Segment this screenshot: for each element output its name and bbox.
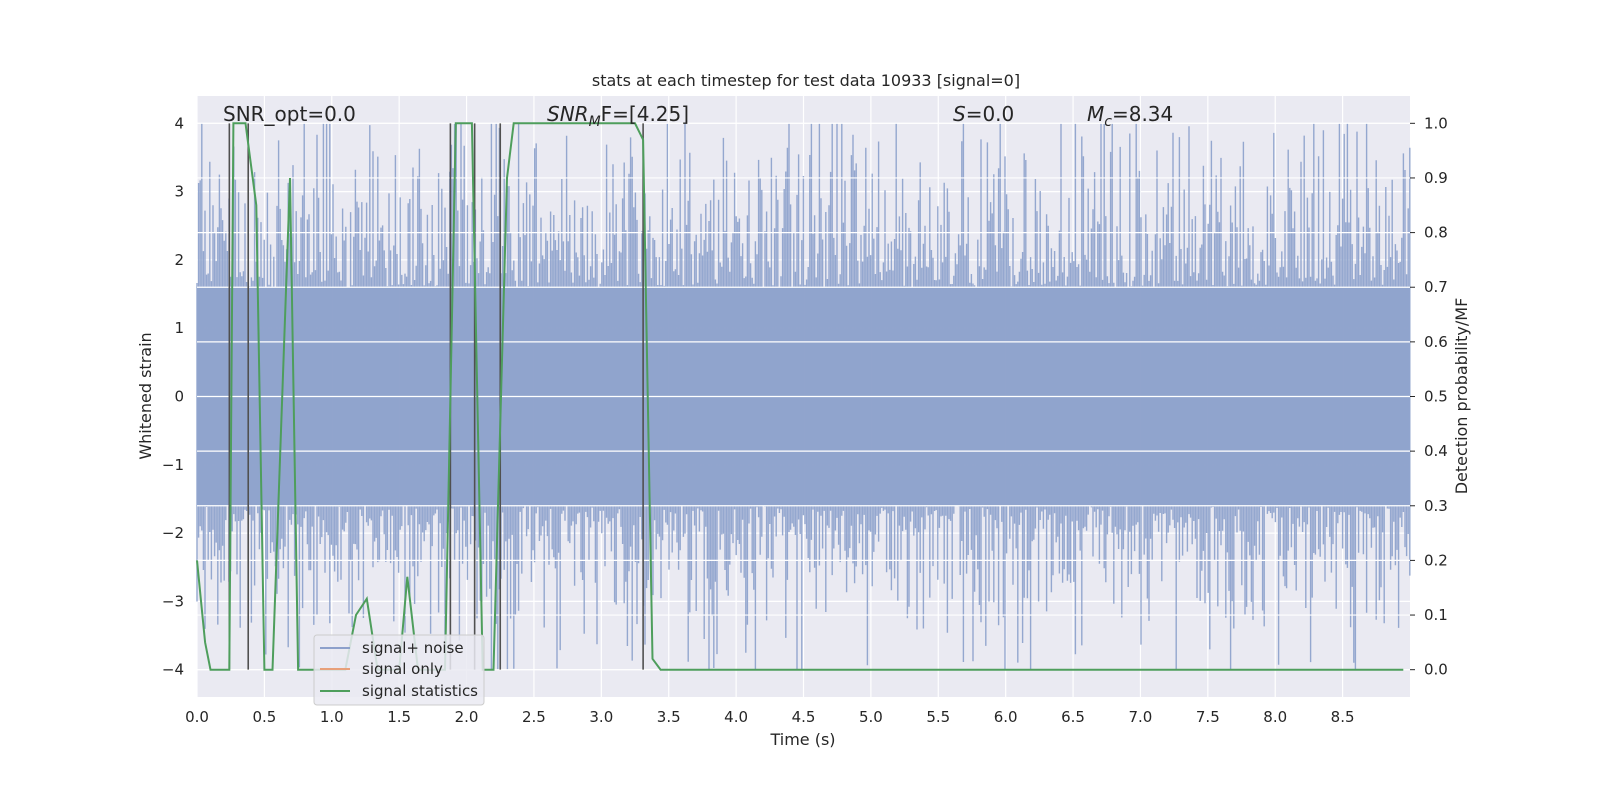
x-tick-label: 4.5 xyxy=(792,708,816,726)
x-tick-label: 3.0 xyxy=(589,708,613,726)
y-axis-title-right: Detection probability/MF xyxy=(1452,298,1471,495)
snr-mf-annotation: SNRMF=[4.25] xyxy=(547,102,689,130)
y-tick-label-left: 2 xyxy=(174,251,184,269)
x-tick-label: 5.0 xyxy=(859,708,883,726)
x-tick-label: 7.0 xyxy=(1129,708,1153,726)
y-ticks-right: 0.0 0.1 0.2 0.3 0.4 0.5 0.6 0.7 0.8 0.9 1.0 xyxy=(1410,114,1448,679)
y-tick-label-left: −1 xyxy=(162,456,184,474)
noise-spikes xyxy=(196,123,1411,670)
legend: signal+ noise signal only signal statist… xyxy=(313,634,485,706)
x-tick-label: 0.0 xyxy=(185,708,209,726)
x-tick-label: 5.5 xyxy=(926,708,950,726)
x-tick-label: 1.5 xyxy=(387,708,411,726)
y-tick-label-right: 0.2 xyxy=(1424,551,1448,569)
snr-mf-name: SNR xyxy=(547,102,589,126)
x-tick-label: 3.5 xyxy=(657,708,681,726)
legend-label-signal-statistics: signal statistics xyxy=(362,682,478,700)
x-axis-title: Time (s) xyxy=(769,730,835,749)
x-tick-label: 2.0 xyxy=(455,708,479,726)
x-tick-label: 8.5 xyxy=(1331,708,1355,726)
x-tick-label: 7.5 xyxy=(1196,708,1220,726)
y-tick-label-left: 4 xyxy=(174,114,184,132)
x-tick-label: 2.5 xyxy=(522,708,546,726)
x-tick-label: 6.0 xyxy=(994,708,1018,726)
y-tick-label-right: 0.8 xyxy=(1424,224,1448,242)
x-tick-label: 1.0 xyxy=(320,708,344,726)
y-tick-label-left: −3 xyxy=(162,592,184,610)
x-tick-label: 4.0 xyxy=(724,708,748,726)
x-tick-label: 6.5 xyxy=(1061,708,1085,726)
y-tick-label-left: −2 xyxy=(162,524,184,542)
x-ticks: 0.0 0.5 1.0 1.5 2.0 2.5 3.0 3.5 4.0 4.5 5.0 5.5 6.0 6… xyxy=(185,708,1354,726)
s-rest: =0.0 xyxy=(966,102,1015,126)
s-annotation: S=0.0 xyxy=(953,102,1014,126)
y-tick-label-right: 0.9 xyxy=(1424,169,1448,187)
s-name: S xyxy=(953,102,966,126)
y-tick-label-left: 0 xyxy=(174,388,184,406)
y-tick-label-right: 0.6 xyxy=(1424,333,1448,351)
legend-label-signal-noise: signal+ noise xyxy=(362,639,464,657)
y-tick-label-right: 1.0 xyxy=(1424,114,1448,132)
y-tick-label-left: −4 xyxy=(162,661,184,679)
chart-title: stats at each timestep for test data 109… xyxy=(592,71,1020,90)
y-tick-label-right: 0.3 xyxy=(1424,497,1448,515)
mc-name: M xyxy=(1087,102,1104,126)
y-tick-label-right: 0.1 xyxy=(1424,606,1448,624)
x-tick-label: 8.0 xyxy=(1263,708,1287,726)
y-tick-label-left: 3 xyxy=(174,183,184,201)
y-ticks-left: −4 −3 −2 −1 0 1 2 3 4 xyxy=(162,114,184,678)
y-tick-label-right: 0.0 xyxy=(1424,661,1448,679)
legend-box xyxy=(313,634,485,706)
legend-label-signal-only: signal only xyxy=(362,660,443,678)
y-tick-label-right: 0.4 xyxy=(1424,442,1448,460)
snr-mf-sub: M xyxy=(589,114,601,130)
mc-sub: c xyxy=(1104,114,1112,130)
y-axis-title-left: Whitened strain xyxy=(136,332,155,459)
mc-rest: =8.34 xyxy=(1112,102,1173,126)
y-tick-label-right: 0.7 xyxy=(1424,278,1448,296)
y-tick-label-left: 1 xyxy=(174,319,184,337)
snr-mf-rest: F=[4.25] xyxy=(601,102,689,126)
snr-opt-annotation: SNR_opt=0.0 xyxy=(223,102,356,126)
y-tick-label-right: 0.5 xyxy=(1424,388,1448,406)
x-tick-label: 0.5 xyxy=(252,708,276,726)
mc-annotation: Mc=8.34 xyxy=(1087,102,1173,130)
